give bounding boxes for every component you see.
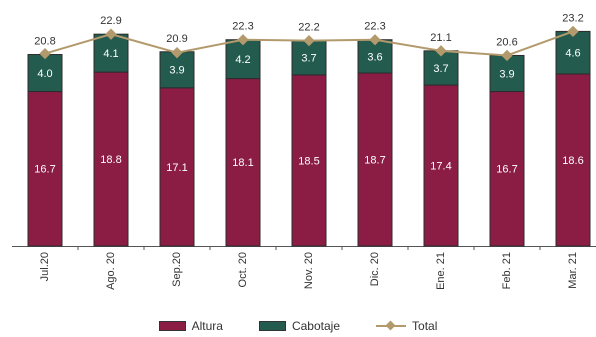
data-label-total: 23.2 xyxy=(562,12,583,24)
bar-altura xyxy=(27,91,63,247)
bar-altura xyxy=(291,74,327,247)
legend-item-altura: Altura xyxy=(158,319,223,333)
data-label-altura: 16.7 xyxy=(496,164,517,176)
bar-altura xyxy=(555,73,591,247)
point-total xyxy=(501,49,513,62)
legend-item-total: Total xyxy=(376,319,437,333)
x-tick-label: Sep.20 xyxy=(171,252,183,287)
data-label-total: 22.3 xyxy=(364,21,385,33)
data-label-cabotaje: 4.1 xyxy=(103,48,118,60)
x-tick-label: Oct. 20 xyxy=(237,252,249,287)
data-label-total: 20.9 xyxy=(166,33,187,45)
x-tick-label: Nov. 20 xyxy=(303,252,315,289)
chart: 16.7 4.0 20.8 Jul.20 18.8 4.1 22.9 Ago. 20 17.1 3… xyxy=(12,12,596,290)
bar-cabotaje xyxy=(489,54,525,93)
data-label-cabotaje: 3.7 xyxy=(301,53,316,65)
point-total xyxy=(237,34,249,46)
data-label-total: 20.8 xyxy=(34,36,55,48)
x-tick-label: Dic. 20 xyxy=(369,252,381,286)
legend-swatch-total xyxy=(376,321,407,331)
data-label-total: 22.2 xyxy=(298,22,319,34)
legend-item-cabotaje: Cabotaje xyxy=(258,319,341,333)
point-total xyxy=(369,34,381,46)
bar-altura xyxy=(489,91,525,247)
data-label-altura: 18.8 xyxy=(100,154,121,166)
bar-altura xyxy=(357,72,393,247)
data-label-altura: 18.5 xyxy=(298,155,319,167)
data-label-cabotaje: 4.2 xyxy=(235,54,250,66)
x-tick-label: Ago. 20 xyxy=(105,252,117,290)
data-label-cabotaje: 4.6 xyxy=(565,48,580,60)
x-tick-label: Feb. 21 xyxy=(501,252,513,289)
point-total xyxy=(303,34,315,47)
data-label-total: 22.3 xyxy=(232,21,253,33)
data-label-altura: 18.6 xyxy=(562,155,583,167)
legend-label-cabotaje: Cabotaje xyxy=(291,319,341,333)
data-label-cabotaje: 3.9 xyxy=(169,65,184,77)
bar-altura xyxy=(93,71,129,247)
legend-swatch-altura xyxy=(158,321,186,331)
data-label-cabotaje: 3.9 xyxy=(499,68,514,80)
data-label-altura: 16.7 xyxy=(34,164,55,176)
bar-cabotaje xyxy=(225,39,261,80)
data-label-total: 22.9 xyxy=(100,15,121,27)
bar-cabotaje xyxy=(93,33,129,73)
legend: Altura Cabotaje Total xyxy=(0,316,596,336)
bar-altura xyxy=(159,87,195,247)
data-label-altura: 18.1 xyxy=(232,157,253,169)
legend-swatch-cabotaje xyxy=(258,321,286,331)
data-label-altura: 17.4 xyxy=(430,160,451,172)
data-label-total: 20.6 xyxy=(496,36,517,48)
data-label-cabotaje: 3.6 xyxy=(367,51,382,63)
x-tick-label: Mar. 21 xyxy=(567,252,579,289)
data-label-altura: 18.7 xyxy=(364,154,385,166)
data-label-cabotaje: 3.7 xyxy=(433,63,448,75)
x-tick-label: Ene. 21 xyxy=(435,252,447,290)
data-label-cabotaje: 4.0 xyxy=(37,68,52,80)
bar-altura xyxy=(225,78,261,247)
point-total xyxy=(435,45,447,57)
bar-cabotaje xyxy=(555,30,591,75)
bar-cabotaje xyxy=(291,40,327,76)
legend-label-altura: Altura xyxy=(191,319,223,333)
legend-label-total: Total xyxy=(412,319,438,333)
x-tick-label: Jul.20 xyxy=(39,252,51,281)
point-total xyxy=(171,47,183,59)
data-label-total: 21.1 xyxy=(430,32,451,44)
bar-altura xyxy=(423,84,459,247)
data-label-altura: 17.1 xyxy=(166,162,187,174)
point-total xyxy=(39,47,51,60)
